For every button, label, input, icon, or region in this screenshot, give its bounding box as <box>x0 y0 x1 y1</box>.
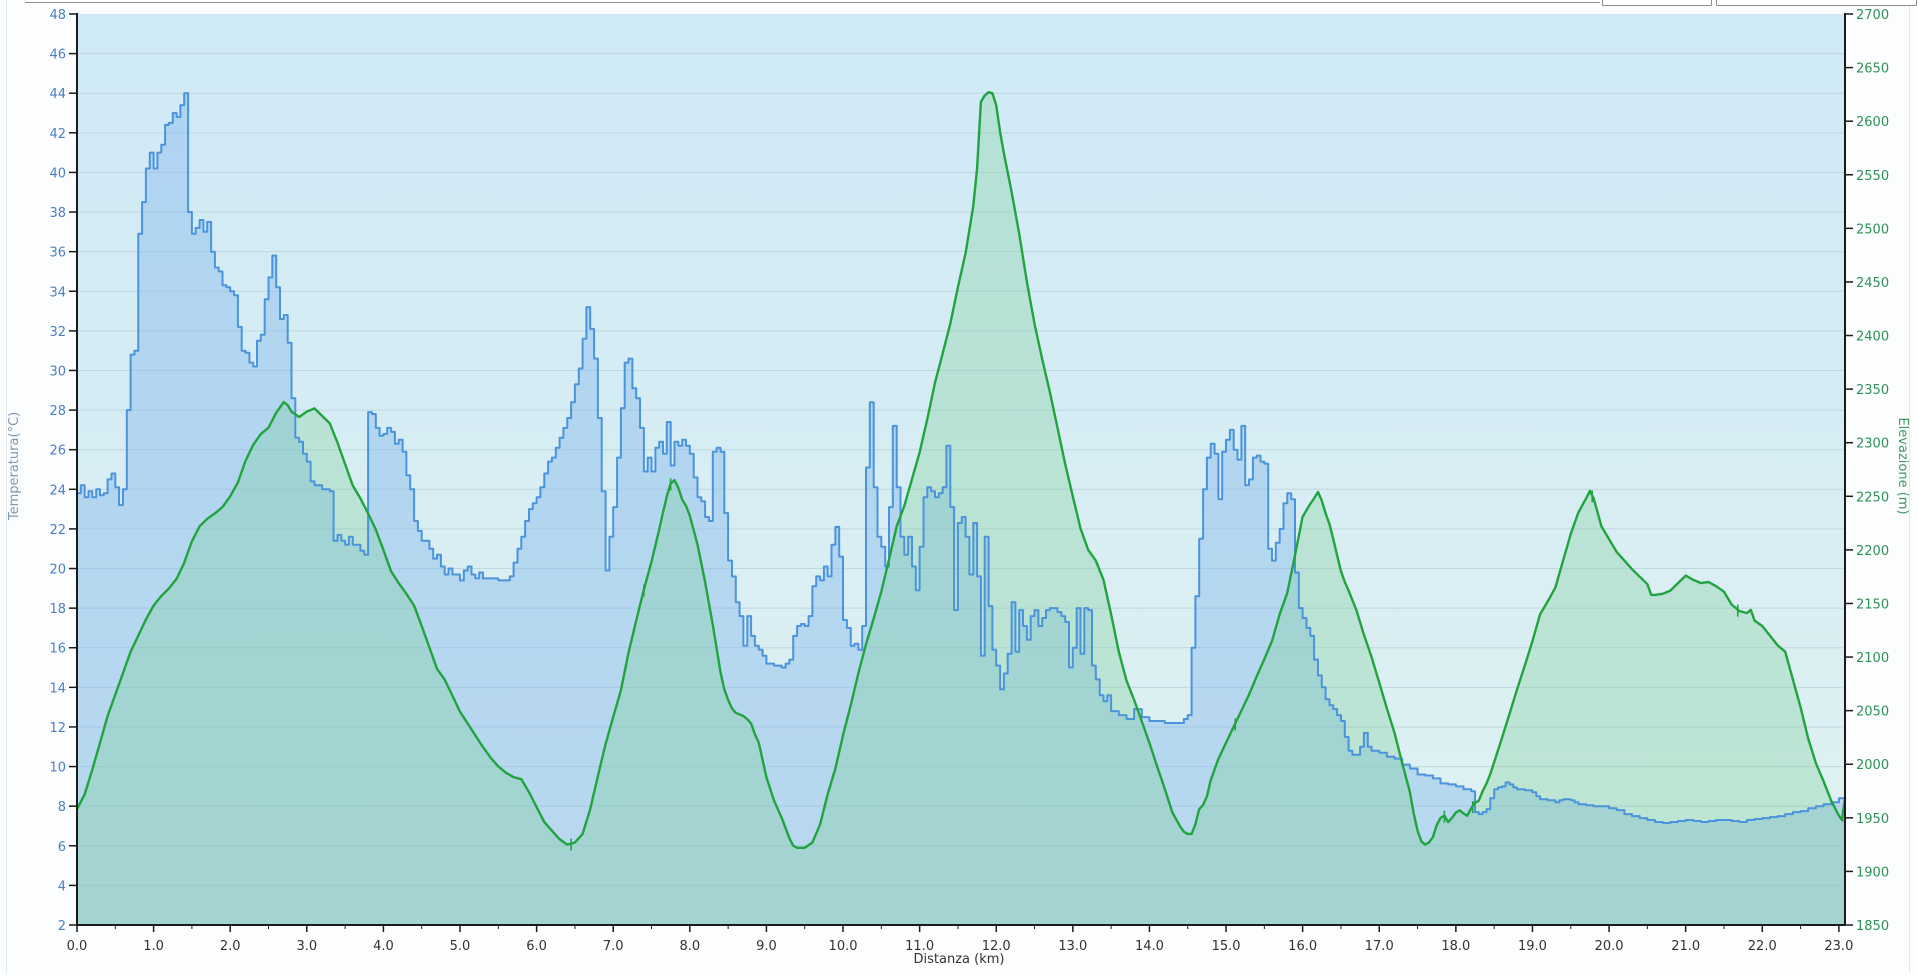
top-divider <box>25 2 1600 3</box>
x-tick-label: 16.0 <box>1288 939 1317 954</box>
cropped-control-1[interactable] <box>1602 0 1712 6</box>
x-tick-label: 0.0 <box>67 939 88 954</box>
x-tick-label: 15.0 <box>1212 939 1241 954</box>
x-tick-label: 23.0 <box>1824 939 1853 954</box>
x-tick-label: 10.0 <box>829 939 858 954</box>
left-tick-label: 22 <box>49 523 66 538</box>
left-tick-label: 14 <box>49 681 66 696</box>
x-tick-label: 7.0 <box>603 939 624 954</box>
plot-area <box>77 14 1845 925</box>
x-tick-label: 6.0 <box>526 939 547 954</box>
x-tick-label: 22.0 <box>1748 939 1777 954</box>
x-tick-label: 11.0 <box>905 939 934 954</box>
left-tick-label: 34 <box>49 285 66 300</box>
left-tick-label: 8 <box>58 800 66 815</box>
right-tick-label: 2200 <box>1856 544 1889 559</box>
left-tick-label: 32 <box>49 325 66 340</box>
left-tick-label: 30 <box>49 364 66 379</box>
elevation-line <box>75 91 1847 849</box>
left-tick-label: 38 <box>49 206 66 221</box>
x-tick-label: 17.0 <box>1365 939 1394 954</box>
right-tick-label: 1950 <box>1856 812 1889 827</box>
x-tick-label: 19.0 <box>1518 939 1547 954</box>
left-tick-label: 12 <box>49 721 66 736</box>
x-tick-label: 1.0 <box>143 939 164 954</box>
left-axis-title: Temperatura(°C) <box>7 412 22 521</box>
left-tick-label: 36 <box>49 246 66 261</box>
temperature-area <box>77 93 1845 925</box>
x-tick-label: 14.0 <box>1135 939 1164 954</box>
left-tick-label: 18 <box>49 602 66 617</box>
left-tick-label: 48 <box>49 8 66 23</box>
right-tick-label: 2500 <box>1856 222 1889 237</box>
x-tick-label: 3.0 <box>296 939 317 954</box>
left-tick-label: 20 <box>49 563 66 578</box>
x-tick-label: 18.0 <box>1441 939 1470 954</box>
temperature-line <box>77 92 1846 824</box>
cropped-control-2[interactable] <box>1716 0 1917 6</box>
right-tick-label: 2100 <box>1856 651 1889 666</box>
right-tick-label: 2450 <box>1856 276 1889 291</box>
right-tick-label: 2350 <box>1856 383 1889 398</box>
right-tick-label: 2550 <box>1856 169 1889 184</box>
right-tick-label: 2400 <box>1856 330 1889 345</box>
right-tick-label: 1900 <box>1856 865 1889 880</box>
right-tick-label: 1850 <box>1856 919 1889 934</box>
left-tick-label: 42 <box>49 127 66 142</box>
right-tick-label: 2650 <box>1856 62 1889 77</box>
right-tick-label: 2600 <box>1856 115 1889 130</box>
left-tick-label: 46 <box>49 48 66 63</box>
x-tick-label: 9.0 <box>756 939 777 954</box>
right-tick-label: 2050 <box>1856 705 1889 720</box>
right-tick-label: 2300 <box>1856 437 1889 452</box>
x-tick-label: 2.0 <box>220 939 241 954</box>
left-tick-label: 4 <box>58 879 66 894</box>
left-tick-label: 40 <box>49 166 66 181</box>
left-tick-label: 16 <box>49 642 66 657</box>
left-tick-label: 24 <box>49 483 66 498</box>
x-tick-label: 8.0 <box>679 939 700 954</box>
left-tick-label: 28 <box>49 404 66 419</box>
x-tick-label: 4.0 <box>373 939 394 954</box>
x-tick-label: 12.0 <box>982 939 1011 954</box>
left-tick-label: 6 <box>58 840 66 855</box>
right-tick-label: 2250 <box>1856 490 1889 505</box>
gridlines <box>77 53 1845 886</box>
right-panel-border <box>1909 0 1910 973</box>
right-tick-label: 2150 <box>1856 597 1889 612</box>
elevation-area <box>77 92 1845 925</box>
x-tick-label: 5.0 <box>450 939 471 954</box>
left-tick-label: 44 <box>49 87 66 102</box>
left-panel-border <box>6 0 7 973</box>
right-axis-title: Elevazione (m) <box>1895 417 1910 514</box>
right-tick-label: 2700 <box>1856 8 1889 23</box>
left-tick-label: 2 <box>58 919 66 934</box>
left-tick-label: 26 <box>49 444 66 459</box>
axes: 4846444240383634323028262422201816141210… <box>49 8 1889 954</box>
right-tick-label: 2000 <box>1856 758 1889 773</box>
x-tick-label: 20.0 <box>1595 939 1624 954</box>
x-tick-label: 13.0 <box>1058 939 1087 954</box>
x-axis-title: Distanza (km) <box>914 952 1005 967</box>
series-layer <box>75 91 1847 925</box>
x-tick-label: 21.0 <box>1671 939 1700 954</box>
left-tick-label: 10 <box>49 761 66 776</box>
